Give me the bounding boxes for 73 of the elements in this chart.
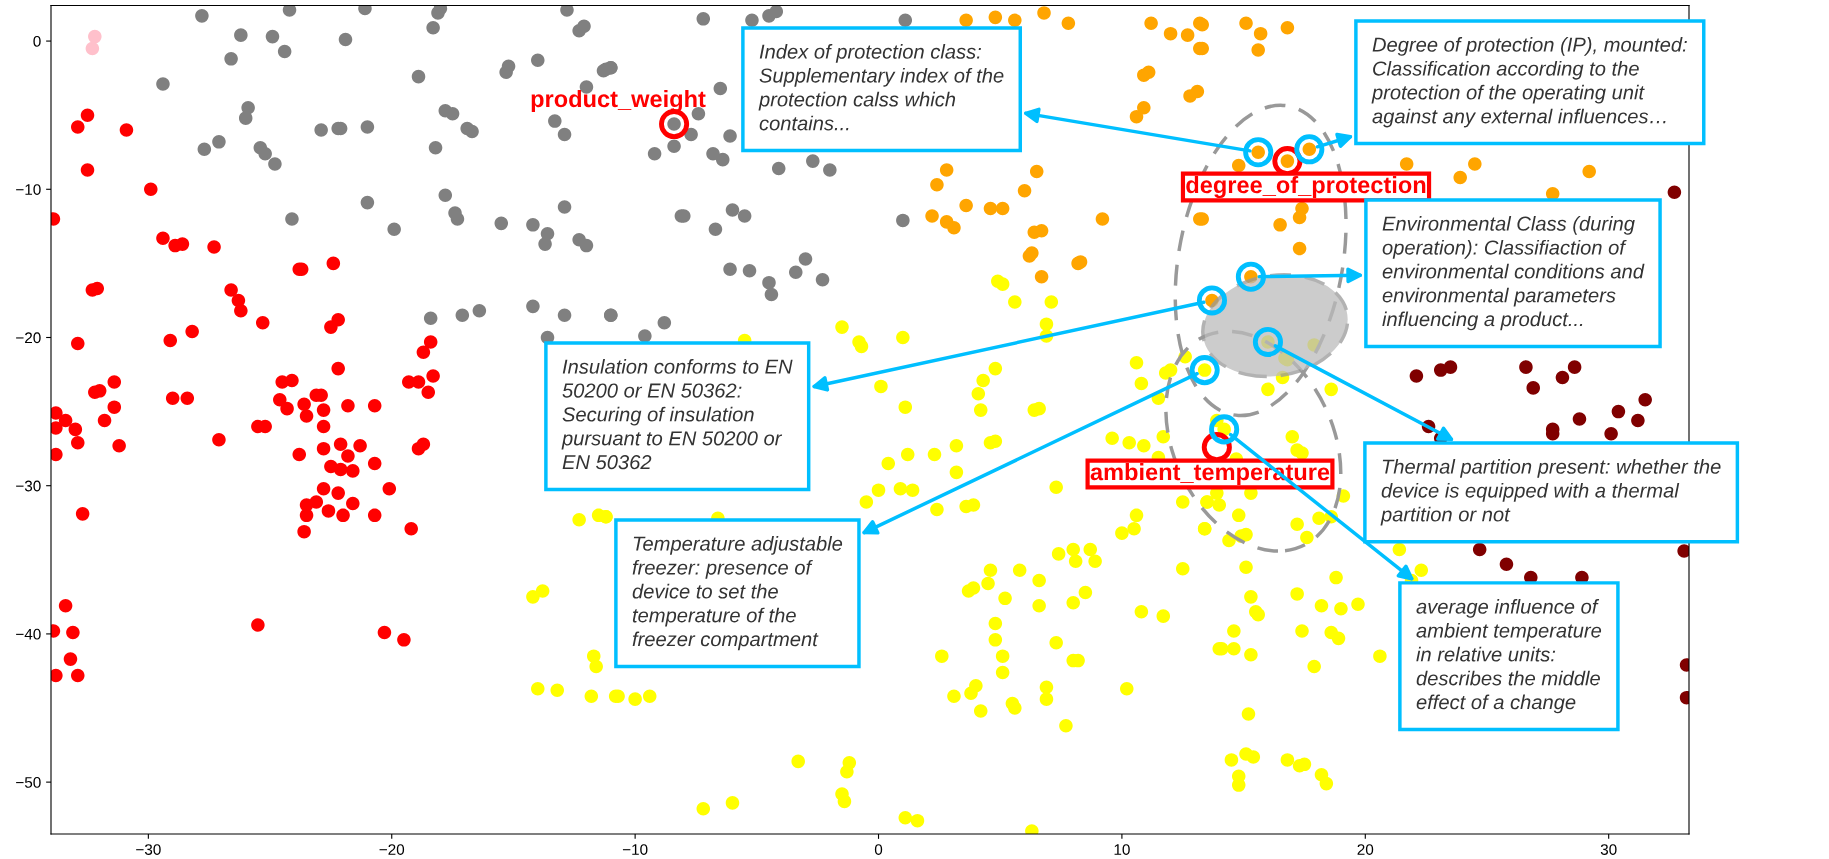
point: [1231, 158, 1246, 173]
point: [983, 201, 998, 216]
annotation: Temperature adjustable freezer: presence of device to set the temperature of the freezer compartment: [632, 536, 843, 651]
point: [1273, 218, 1287, 232]
annotation: Index of protection class: Supplementary index of the protection calss which contains...: [758, 44, 1004, 131]
point: [995, 201, 1010, 216]
point: [1180, 28, 1195, 42]
point: [1295, 201, 1309, 216]
point: [1638, 392, 1652, 407]
annotation: product_weight: [531, 89, 706, 113]
point: [1453, 170, 1467, 185]
point: [930, 178, 944, 192]
point: [1190, 84, 1205, 99]
point: [1129, 109, 1144, 124]
point: [1034, 269, 1049, 284]
point: [1251, 43, 1265, 57]
point: [1499, 557, 1514, 572]
annotation: Degree of protection (IP), mounted: Classification according to the protection of the operating unit against any external influences…: [1371, 37, 1687, 128]
point: [1468, 157, 1482, 171]
point: [959, 198, 973, 213]
point: [1008, 13, 1022, 28]
point: [1526, 381, 1540, 395]
x-tick-label: 0: [874, 844, 883, 855]
point: [1029, 164, 1044, 179]
point: [1519, 360, 1533, 374]
point: [1611, 404, 1626, 419]
point: [1144, 16, 1158, 31]
x-tick-label: 30: [1600, 844, 1617, 855]
annotation: degree_of_protection: [1186, 175, 1426, 199]
point: [959, 13, 973, 28]
point: [1567, 360, 1582, 374]
point: [988, 10, 1003, 25]
point: [1572, 412, 1587, 426]
y-tick-label: 0: [33, 35, 41, 47]
point: [939, 163, 954, 177]
x-tick-label: −20: [379, 844, 405, 855]
x-tick-label: −10: [622, 844, 648, 855]
point: [1472, 542, 1487, 557]
point: [1667, 185, 1682, 200]
point: [1017, 184, 1032, 198]
point: [88, 29, 102, 44]
point: [1555, 370, 1570, 385]
point: [1095, 212, 1110, 226]
point: [947, 221, 961, 235]
point: [1409, 369, 1424, 383]
annotation: Environmental Class (during operation): Classifiaction of environmental conditions and environmental parameters influencing a product...: [1382, 216, 1645, 331]
y-tick-label: −50: [16, 776, 41, 788]
annotation: Insulation conforms to EN 50200 or EN 50362: Securing of insulation pursuant to EN 50200 or EN 50362: [561, 359, 793, 470]
annotation: average influence of ambient temperature in relative units: describes the middle effect of a change: [1416, 599, 1602, 714]
point: [1292, 241, 1307, 256]
y-tick-label: −20: [16, 332, 41, 344]
y-tick-label: −10: [16, 184, 41, 195]
point: [1604, 427, 1618, 441]
point: [1163, 26, 1178, 41]
y-tick-label: −40: [16, 628, 41, 640]
point: [1399, 157, 1414, 171]
y-tick-label: −30: [16, 480, 41, 492]
point: [925, 209, 939, 223]
x-tick-label: 20: [1357, 844, 1374, 855]
point: [1280, 20, 1295, 35]
x-tick-label: −30: [136, 844, 161, 855]
point: [1253, 26, 1268, 41]
point: [1037, 6, 1051, 20]
point: [1443, 360, 1458, 374]
point: [1141, 65, 1156, 79]
point: [1631, 413, 1645, 428]
annotation: Thermal partition present: whether the device is equipped with a thermal partition or not: [1380, 459, 1721, 526]
point: [1137, 101, 1151, 115]
point: [1061, 16, 1076, 31]
point: [1582, 164, 1596, 179]
point: [1239, 16, 1253, 31]
x-tick-label: 10: [1114, 844, 1130, 855]
point: [85, 41, 100, 56]
